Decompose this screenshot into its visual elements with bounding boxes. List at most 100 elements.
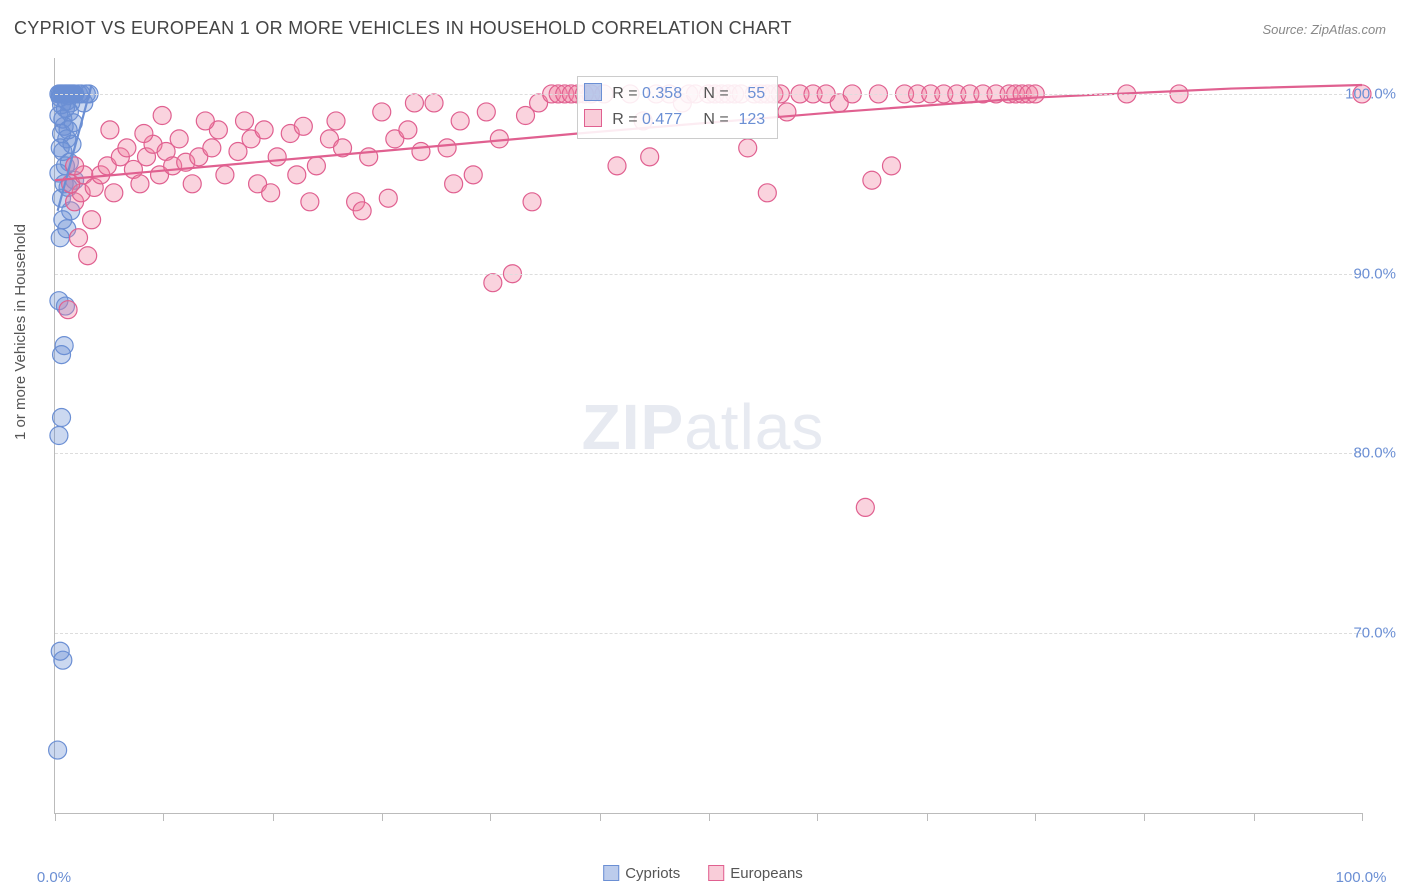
scatter-point — [70, 229, 88, 247]
plot-area — [55, 58, 1362, 813]
scatter-point — [882, 157, 900, 175]
scatter-point — [262, 184, 280, 202]
scatter-point — [101, 121, 119, 139]
x-tick — [1144, 813, 1145, 821]
scatter-point — [294, 117, 312, 135]
scatter-point — [268, 148, 286, 166]
stats-box: R = 0.358 N = 55 R = 0.477 N = 123 — [577, 76, 778, 139]
x-tick — [490, 813, 491, 821]
plot-container — [54, 58, 1362, 814]
gridline — [55, 453, 1362, 454]
gridline — [55, 633, 1362, 634]
legend-label: Europeans — [730, 865, 803, 882]
scatter-point — [451, 112, 469, 130]
scatter-point — [778, 103, 796, 121]
scatter-point — [196, 112, 214, 130]
y-tick-label: 80.0% — [1353, 445, 1396, 462]
scatter-point — [79, 247, 97, 265]
n-value: 55 — [733, 81, 765, 107]
x-tick — [382, 813, 383, 821]
n-label: N = — [703, 85, 728, 102]
scatter-point — [288, 166, 306, 184]
scatter-point — [856, 498, 874, 516]
scatter-point — [83, 211, 101, 229]
x-tick — [55, 813, 56, 821]
scatter-point — [203, 139, 221, 157]
scatter-point — [445, 175, 463, 193]
scatter-point — [484, 274, 502, 292]
r-label: R = — [612, 111, 637, 128]
scatter-plot-svg — [55, 58, 1362, 813]
scatter-point — [53, 409, 71, 427]
scatter-point — [118, 139, 136, 157]
x-tick — [1362, 813, 1363, 821]
x-tick — [600, 813, 601, 821]
legend-item-cypriots: Cypriots — [603, 865, 680, 882]
scatter-point — [59, 301, 77, 319]
scatter-point — [50, 427, 68, 445]
scatter-point — [327, 112, 345, 130]
scatter-point — [307, 157, 325, 175]
scatter-point — [153, 107, 171, 125]
scatter-point — [477, 103, 495, 121]
scatter-point — [523, 193, 541, 211]
swatch-icon — [708, 865, 724, 881]
x-tick-label: 100.0% — [1336, 869, 1387, 886]
scatter-point — [758, 184, 776, 202]
x-tick — [817, 813, 818, 821]
scatter-point — [379, 189, 397, 207]
stats-row: R = 0.477 N = 123 — [584, 107, 765, 133]
x-tick-label: 0.0% — [37, 869, 71, 886]
legend: Cypriots Europeans — [603, 865, 803, 882]
scatter-point — [55, 337, 73, 355]
scatter-point — [608, 157, 626, 175]
source-attribution: Source: ZipAtlas.com — [1262, 22, 1386, 37]
scatter-point — [49, 741, 67, 759]
swatch-icon — [603, 865, 619, 881]
scatter-point — [399, 121, 417, 139]
y-tick-label: 100.0% — [1345, 85, 1396, 102]
chart-title: CYPRIOT VS EUROPEAN 1 OR MORE VEHICLES I… — [14, 18, 792, 39]
scatter-point — [353, 202, 371, 220]
scatter-point — [739, 139, 757, 157]
y-tick-label: 70.0% — [1353, 625, 1396, 642]
n-value: 123 — [733, 107, 765, 133]
scatter-point — [183, 175, 201, 193]
scatter-point — [236, 112, 254, 130]
scatter-point — [405, 94, 423, 112]
scatter-point — [438, 139, 456, 157]
legend-item-europeans: Europeans — [708, 865, 803, 882]
swatch-icon — [584, 83, 602, 101]
scatter-point — [105, 184, 123, 202]
scatter-point — [131, 175, 149, 193]
x-tick — [709, 813, 710, 821]
x-tick — [163, 813, 164, 821]
x-tick — [273, 813, 274, 821]
n-label: N = — [703, 111, 728, 128]
scatter-point — [216, 166, 234, 184]
r-value: 0.477 — [642, 107, 690, 133]
scatter-point — [425, 94, 443, 112]
scatter-point — [51, 642, 69, 660]
legend-label: Cypriots — [625, 865, 680, 882]
scatter-point — [641, 148, 659, 166]
gridline — [55, 274, 1362, 275]
scatter-point — [863, 171, 881, 189]
x-tick — [1254, 813, 1255, 821]
scatter-point — [170, 130, 188, 148]
swatch-icon — [584, 109, 602, 127]
scatter-point — [135, 125, 153, 143]
y-axis-label: 1 or more Vehicles in Household — [12, 224, 29, 440]
stats-row: R = 0.358 N = 55 — [584, 81, 765, 107]
chart-header: CYPRIOT VS EUROPEAN 1 OR MORE VEHICLES I… — [14, 18, 1386, 39]
r-value: 0.358 — [642, 81, 690, 107]
scatter-point — [464, 166, 482, 184]
scatter-point — [373, 103, 391, 121]
scatter-point — [412, 142, 430, 160]
scatter-point — [255, 121, 273, 139]
scatter-point — [301, 193, 319, 211]
r-label: R = — [612, 85, 637, 102]
x-tick — [1035, 813, 1036, 821]
y-tick-label: 90.0% — [1353, 265, 1396, 282]
x-tick — [927, 813, 928, 821]
